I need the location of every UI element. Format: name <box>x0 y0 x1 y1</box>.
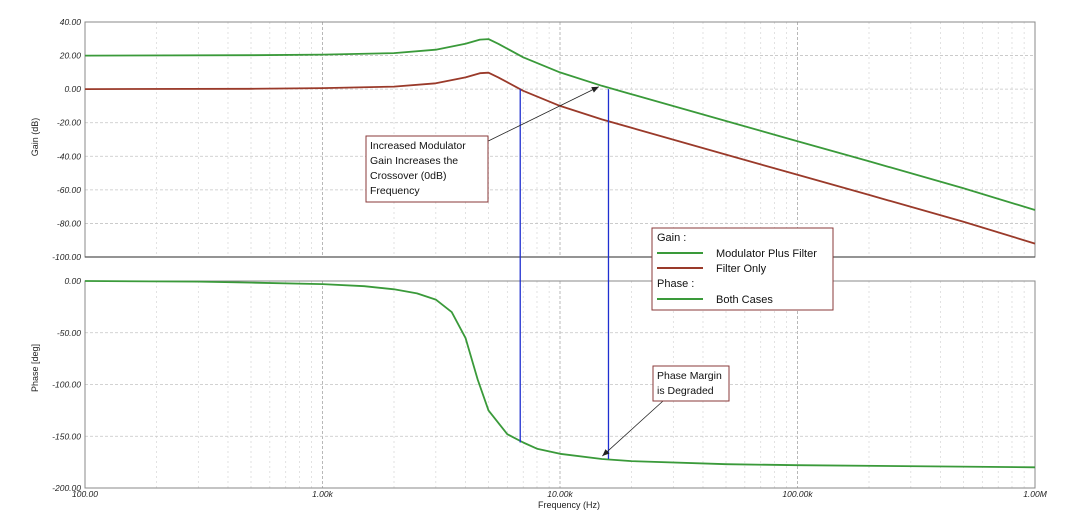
annotation-phase-margin: Phase Margin is Degraded <box>602 365 730 457</box>
annotation-phase-margin-line-2: is Degraded <box>657 385 714 397</box>
y-tick-label: 20.00 <box>59 51 82 61</box>
series-line-modulator-plus-filter <box>84 38 1036 211</box>
y-tick-label: -50.00 <box>57 328 81 338</box>
y-tick-label: -20.00 <box>57 118 81 128</box>
y-tick-label: -150.00 <box>52 431 81 441</box>
y-tick-label: 0.00 <box>64 84 81 94</box>
y-tick-label: -100.00 <box>52 380 81 390</box>
x-axis-label: Frequency (Hz) <box>538 500 600 510</box>
legend: Gain : Modulator Plus Filter Filter Only… <box>651 227 834 311</box>
legend-phase-title: Phase : <box>657 278 694 290</box>
series-line-both-cases <box>84 280 1036 469</box>
annotation-crossover-box <box>365 135 489 203</box>
annotation-phase-margin-line-1: Phase Margin <box>657 370 722 382</box>
y-tick-label: -100.00 <box>52 252 81 262</box>
y-tick-label: -60.00 <box>57 185 81 195</box>
y-tick-label: 0.00 <box>64 276 81 286</box>
y-tick-label: -200.00 <box>52 483 81 493</box>
phase-plot-area <box>84 280 1036 489</box>
phase-axis-label: Phase [deg] <box>30 344 40 392</box>
legend-label-filter-only: Filter Only <box>716 263 767 275</box>
annotation-phase-margin-arrow <box>602 400 664 457</box>
series-layer <box>84 38 1036 469</box>
x-tick-label: 10.00k <box>547 489 573 499</box>
annotation-crossover-line-3: Crossover (0dB) <box>370 170 446 182</box>
annotation-crossover-line-4: Frequency <box>370 185 420 197</box>
x-tick-label: 1.00M <box>1023 489 1048 499</box>
series-line-filter-only <box>84 71 1036 245</box>
x-tick-label: 100.00k <box>782 489 813 499</box>
annotation-phase-margin-box <box>652 365 730 402</box>
x-tick-label: 1.00k <box>312 489 334 499</box>
legend-label-modulator-plus-filter: Modulator Plus Filter <box>716 248 817 260</box>
y-tick-label: -80.00 <box>57 218 81 228</box>
marker-layer <box>519 89 610 460</box>
grid-layer <box>84 21 1035 489</box>
gain-axis-label: Gain (dB) <box>30 118 40 157</box>
y-tick-label: -40.00 <box>57 151 81 161</box>
axis-layer <box>84 21 1036 489</box>
annotation-crossover-line-1: Increased Modulator <box>370 140 466 152</box>
legend-label-both-cases: Both Cases <box>716 294 773 306</box>
y-tick-label: 40.00 <box>60 17 82 27</box>
annotation-crossover: Increased Modulator Gain Increases the C… <box>365 86 599 203</box>
ticks-layer: 40.00 20.00 0.00 -20.00 -40.00 -60.00 -80.00 -1… <box>52 17 1048 499</box>
annotation-crossover-arrow <box>469 86 599 151</box>
annotation-crossover-line-2: Gain Increases the <box>370 155 458 167</box>
legend-gain-title: Gain : <box>657 232 686 244</box>
x-tick-label: 100.00 <box>72 489 98 499</box>
